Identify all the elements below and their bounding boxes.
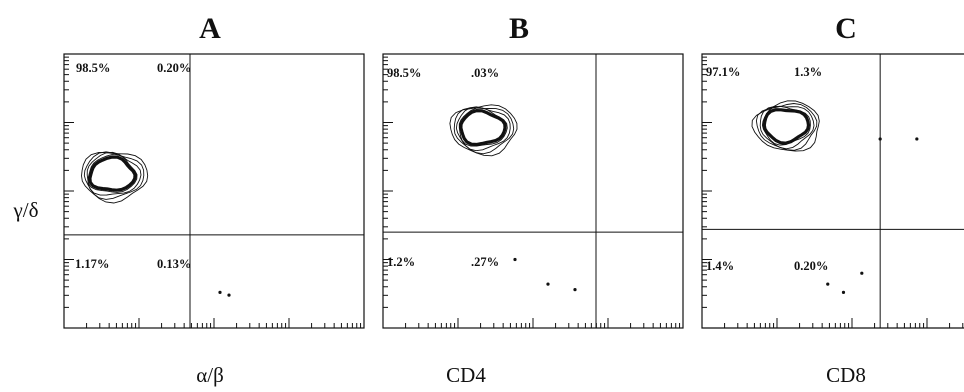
panel-title: C [835,12,857,45]
quadrant-lower-right-label: 0.20% [794,259,828,273]
quadrant-lower-right-label: .27% [471,255,499,269]
quadrant-upper-right-label: .03% [471,66,499,80]
event-dot [218,291,221,294]
plot-frame [383,54,683,328]
event-dot [826,283,829,286]
x-axis-ticks [702,318,963,328]
quadrant-upper-left-label: 97.1% [706,65,740,79]
x-axis-ticks [383,318,680,328]
plot-frame [702,54,964,328]
event-dot [546,283,549,286]
y-axis-ticks [383,57,393,328]
quadrant-upper-left-label: 98.5% [76,61,110,75]
quadrant-lower-right-label: 0.13% [157,257,191,271]
quadrant-lower-left-label: 1.2% [387,255,415,269]
panel-c: C CD8 97.1% 1.3% 1.4% 0.20% [702,12,964,387]
y-axis-ticks [64,57,74,328]
contour-population [450,105,517,156]
event-dot [860,272,863,275]
quadrant-upper-right-label: 1.3% [794,65,822,79]
event-dot [227,294,230,297]
y-axis-label: γ/δ [12,198,38,222]
panel-title: B [509,12,529,45]
event-dot [573,288,576,291]
panel-b: B CD4 98.5% .03% 1.2% .27% [383,12,683,387]
panel-title: A [199,12,221,45]
contour-population [752,101,819,151]
event-dot [842,291,845,294]
event-dot [513,258,516,261]
x-axis-ticks [64,318,361,328]
contour-population [82,152,148,203]
quadrant-lower-left-label: 1.4% [706,259,734,273]
x-axis-label: CD4 [446,363,486,387]
y-axis-ticks [702,57,712,328]
quadrant-upper-left-label: 98.5% [387,66,421,80]
quadrant-upper-right-label: 0.20% [157,61,191,75]
contour-core [90,157,135,190]
x-axis-label: CD8 [826,363,866,387]
panel-a: A γ/δ α/β 98.5% 0.20% 1.17% 0.13% [12,12,364,387]
contour-core [461,111,505,145]
event-dot [879,137,882,140]
x-axis-label: α/β [196,363,224,387]
event-dot [915,137,918,140]
quadrant-lower-left-label: 1.17% [75,257,109,271]
